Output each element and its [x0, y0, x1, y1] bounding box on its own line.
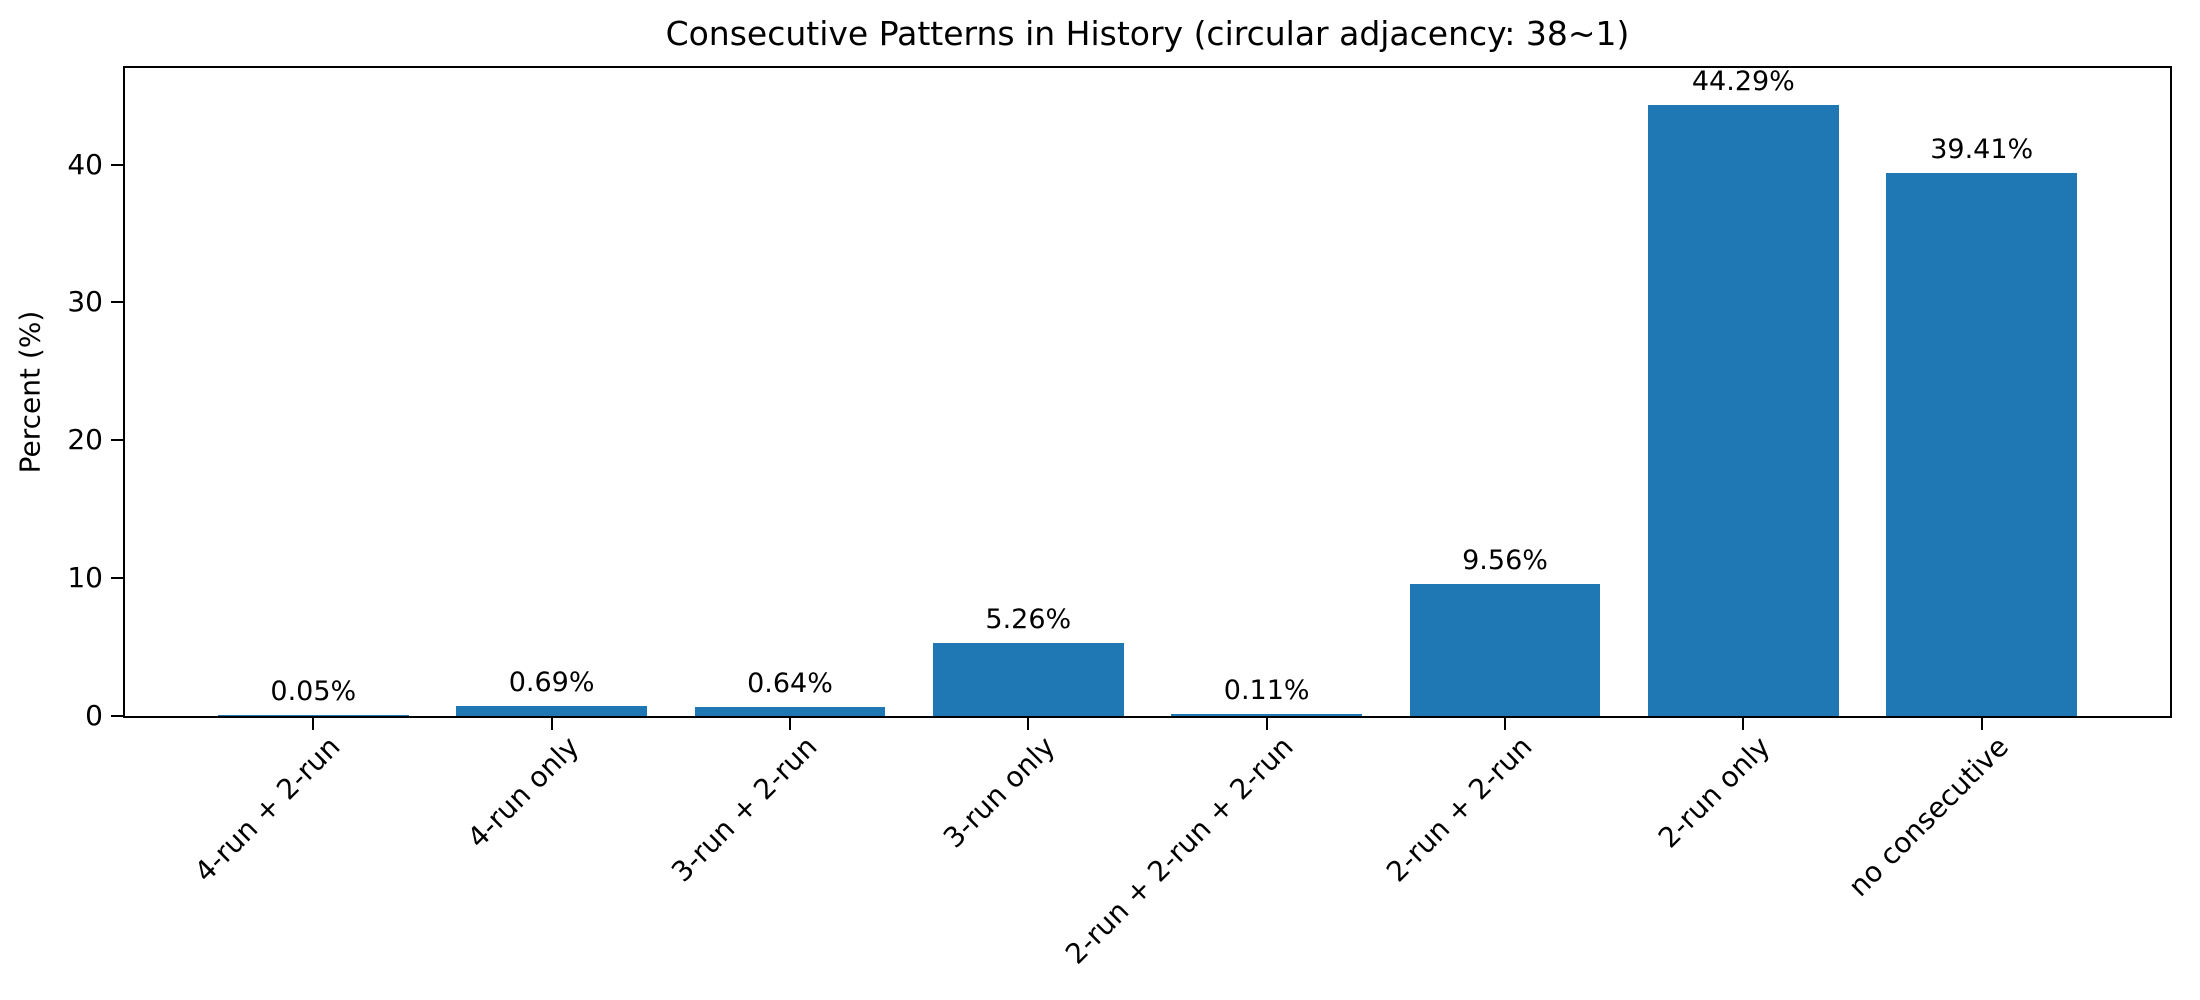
- chart-title: Consecutive Patterns in History (circula…: [665, 14, 1630, 53]
- x-tick-label: no consecutive: [1842, 730, 2016, 903]
- bar-value-label: 0.11%: [1223, 675, 1310, 706]
- x-tick-label: 2-run only: [1652, 730, 1777, 855]
- bar: [1886, 173, 2078, 716]
- x-tick-label: 2-run + 2-run + 2-run: [1059, 730, 1301, 971]
- y-tick: [111, 163, 123, 166]
- x-tick-label: 2-run + 2-run: [1379, 730, 1539, 889]
- bar-value-label: 5.26%: [985, 604, 1072, 635]
- bar-value-label: 9.56%: [1462, 545, 1548, 576]
- x-tick-label: 3-run only: [937, 730, 1062, 855]
- bar: [932, 643, 1124, 716]
- y-tick: [111, 439, 123, 442]
- x-tick: [312, 718, 315, 730]
- bar: [1171, 714, 1362, 716]
- bar-value-label: 0.69%: [508, 667, 595, 698]
- bar: [217, 715, 409, 716]
- y-tick-label: 30: [67, 285, 103, 319]
- bar: [694, 707, 886, 716]
- x-tick: [1265, 718, 1268, 730]
- bar-value-label: 0.64%: [747, 668, 833, 699]
- y-tick: [111, 577, 123, 580]
- bar-value-label: 0.05%: [270, 676, 357, 707]
- bar-value-label: 39.41%: [1930, 134, 2034, 165]
- y-tick-label: 20: [67, 423, 103, 457]
- bar: [456, 706, 647, 716]
- bar: [1409, 584, 1601, 716]
- x-tick-label: 4-run + 2-run: [188, 730, 347, 889]
- y-tick: [111, 715, 123, 717]
- bar: [1648, 105, 1839, 716]
- y-tick-label: 0: [85, 699, 103, 732]
- y-tick-label: 40: [67, 147, 103, 181]
- x-tick-label: 3-run + 2-run: [664, 730, 824, 889]
- x-tick: [1980, 718, 1983, 730]
- x-tick: [1027, 718, 1030, 730]
- axis-spine-top: [123, 66, 2172, 68]
- x-tick: [550, 718, 553, 730]
- x-tick-label: 4-run only: [460, 730, 585, 855]
- x-tick: [788, 718, 791, 730]
- x-tick: [1504, 718, 1507, 730]
- axis-spine-bottom: [123, 716, 2172, 718]
- y-tick-label: 10: [67, 561, 103, 595]
- axis-spine-right: [2170, 66, 2172, 718]
- x-tick: [1742, 718, 1745, 730]
- y-tick: [111, 301, 123, 304]
- bar-value-label: 44.29%: [1691, 66, 1795, 97]
- axis-spine-left: [123, 66, 125, 718]
